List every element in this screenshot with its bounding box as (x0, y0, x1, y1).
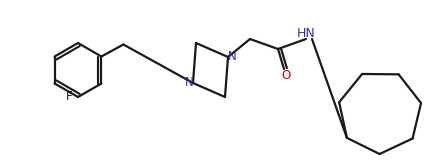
Text: N: N (185, 76, 194, 88)
Text: N: N (228, 49, 236, 63)
Text: F: F (66, 91, 72, 104)
Text: HN: HN (297, 27, 316, 40)
Text: O: O (282, 68, 291, 81)
